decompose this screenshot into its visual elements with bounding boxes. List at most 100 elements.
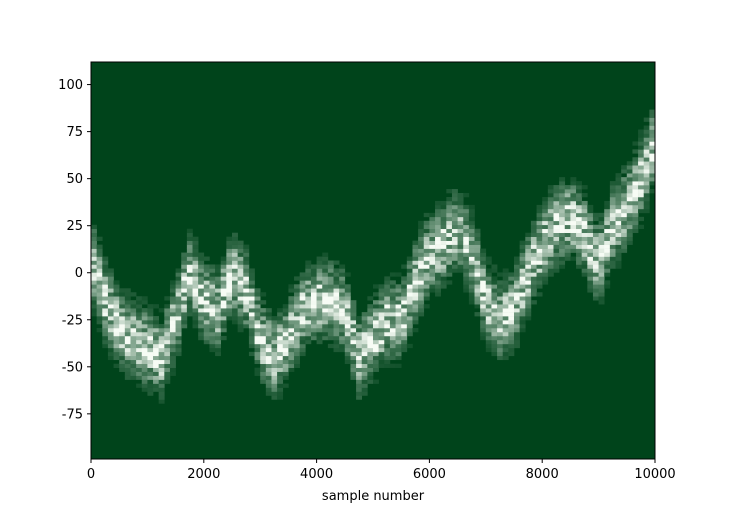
heatmap-cell [107, 284, 114, 289]
heatmap-cell [237, 327, 244, 333]
heatmap-cell [401, 331, 408, 337]
heatmap-cell [96, 244, 103, 249]
heatmap-cell [406, 272, 413, 277]
heatmap-cell [615, 173, 622, 178]
heatmap-cell [553, 252, 560, 257]
heatmap-cell [356, 335, 363, 341]
heatmap-cell [237, 244, 244, 249]
heatmap-cell [401, 343, 408, 349]
heatmap-cell [158, 367, 165, 372]
heatmap-cell [468, 216, 475, 222]
heatmap-cell [237, 292, 244, 297]
heatmap-cell [215, 280, 222, 285]
heatmap-cell [361, 391, 368, 396]
heatmap-cell [547, 268, 554, 273]
heatmap-cell [570, 177, 577, 182]
heatmap-cell [299, 300, 306, 305]
heatmap-cell [91, 312, 97, 317]
heatmap-cell [181, 324, 188, 329]
heatmap-cell [604, 216, 611, 222]
heatmap-cell [277, 327, 284, 333]
heatmap-cell [220, 260, 227, 265]
heatmap-cell [638, 177, 645, 182]
heatmap-cell [395, 272, 402, 277]
heatmap-cell [305, 276, 312, 281]
heatmap-cell [542, 204, 549, 210]
heatmap-cell [254, 327, 261, 333]
heatmap-cell [186, 280, 193, 285]
heatmap-cell [451, 264, 458, 269]
heatmap-cell [418, 300, 425, 305]
heatmap-cell [497, 343, 504, 349]
heatmap-cell [232, 316, 238, 321]
heatmap-cell [175, 280, 182, 285]
heatmap-cell [406, 284, 413, 289]
heatmap-cell [158, 324, 165, 329]
heatmap-cell [412, 276, 419, 281]
heatmap-cell [327, 276, 334, 281]
heatmap-cell [514, 268, 520, 273]
heatmap-cell [576, 248, 582, 253]
heatmap-cell [181, 296, 188, 301]
heatmap-cell [361, 316, 368, 321]
heatmap-cell [260, 292, 267, 297]
heatmap-cell [113, 324, 120, 329]
heatmap-cell [367, 320, 374, 325]
heatmap-cell [626, 208, 633, 214]
heatmap-cell [215, 339, 222, 345]
heatmap-cell [468, 288, 475, 293]
heatmap-cell [395, 292, 402, 297]
heatmap-cell [463, 193, 470, 198]
heatmap-cell [198, 320, 205, 325]
heatmap-cell [299, 351, 306, 357]
heatmap-cell [226, 236, 233, 241]
heatmap-cell [164, 347, 171, 353]
heatmap-cell [91, 236, 97, 241]
heatmap-cell [333, 292, 340, 297]
heatmap-cell [525, 268, 532, 273]
heatmap-cell [288, 343, 295, 349]
heatmap-cell [519, 304, 526, 309]
heatmap-cell [592, 296, 599, 301]
heatmap-cell [327, 292, 334, 297]
heatmap-cell [102, 312, 109, 317]
heatmap-cell [209, 284, 216, 289]
heatmap-cell [113, 335, 120, 341]
heatmap-cell [209, 327, 216, 333]
heatmap-cell [316, 272, 323, 277]
heatmap-cell [542, 244, 549, 249]
heatmap-cell [553, 220, 560, 226]
heatmap-cell [226, 276, 233, 281]
heatmap-cell [547, 272, 554, 277]
heatmap-cell [378, 331, 385, 337]
heatmap-cell [215, 347, 222, 353]
heatmap-cell [547, 236, 554, 241]
heatmap-cell [107, 355, 114, 361]
heatmap-cell [96, 252, 103, 257]
heatmap-cell [581, 236, 588, 241]
heatmap-cell [147, 331, 154, 337]
heatmap-cell [373, 359, 379, 365]
heatmap-cell [587, 228, 594, 234]
heatmap-cell [232, 272, 238, 277]
heatmap-cell [282, 383, 289, 388]
heatmap-cell [333, 300, 340, 305]
heatmap-cell [147, 335, 154, 341]
heatmap-cell [480, 260, 487, 265]
heatmap-cell [508, 280, 515, 285]
heatmap-cell [198, 276, 205, 281]
heatmap-cell [175, 351, 182, 357]
heatmap-cell [215, 272, 222, 277]
heatmap-cell [282, 335, 289, 341]
heatmap-cell [621, 208, 628, 214]
heatmap-cell [209, 308, 216, 313]
heatmap-cell [553, 260, 560, 265]
heatmap-cell [570, 189, 577, 194]
heatmap-cell [327, 280, 334, 285]
heatmap-cell [271, 355, 278, 361]
heatmap-cell [604, 268, 611, 273]
heatmap-cell [203, 284, 210, 289]
heatmap-cell [530, 220, 537, 226]
heatmap-cell [107, 308, 114, 313]
heatmap-cell [316, 264, 323, 269]
